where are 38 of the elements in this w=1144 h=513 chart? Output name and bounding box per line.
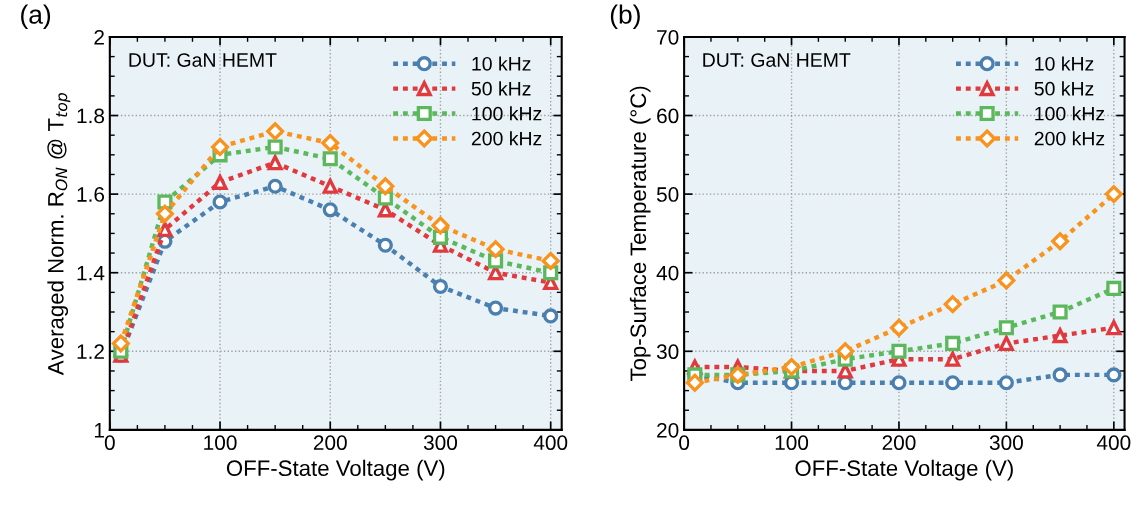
x-axis-title: OFF-State Voltage (V) xyxy=(226,459,445,481)
y-tick-label: 60 xyxy=(657,108,679,124)
x-tick-label: 400 xyxy=(1096,435,1131,451)
y-tick-label: 1.6 xyxy=(77,187,105,202)
legend-label: 50 kHz xyxy=(1034,81,1094,96)
x-tick-label: 300 xyxy=(989,435,1023,451)
x-tick-label: 400 xyxy=(533,435,568,451)
x-tick-label: 100 xyxy=(204,435,237,451)
legend-label: 50 kHz xyxy=(471,81,531,96)
legend-label: 200 kHz xyxy=(471,131,542,146)
y-tick-label: 50 xyxy=(656,187,679,202)
x-tick-label: 0 xyxy=(104,435,115,451)
chart-title: (a) xyxy=(21,4,51,30)
y-tick-label: 1.2 xyxy=(77,344,104,359)
x-tick-label: 200 xyxy=(882,435,916,451)
legend-label: 100 kHz xyxy=(472,106,542,121)
legend-label: 100 kHz xyxy=(1035,106,1105,121)
annotation: DUT: GaN HEMT xyxy=(129,53,277,67)
y-tick-label: 1 xyxy=(94,423,104,438)
annotation: DUT: GaN HEMT xyxy=(703,53,851,67)
x-tick-label: 200 xyxy=(313,435,347,451)
y-tick-label: 70 xyxy=(657,29,679,45)
legend-label: 10 kHz xyxy=(1035,56,1094,71)
y-axis-title: Top-Surface Temperature (°C) xyxy=(629,86,651,382)
y-tick-label: 20 xyxy=(657,422,679,438)
x-axis-title: OFF-State Voltage (V) xyxy=(795,459,1013,481)
x-tick-label: 100 xyxy=(775,435,809,451)
y-tick-label: 30 xyxy=(656,344,679,360)
legend-label: 200 kHz xyxy=(1034,131,1105,146)
y-tick-label: 40 xyxy=(656,265,679,281)
chart-title: (b) xyxy=(610,4,640,30)
x-tick-label: 0 xyxy=(679,435,690,451)
y-axis-title: Averaged Norm. R$_{ON}$ @ T$_{top}$ xyxy=(47,93,71,376)
x-tick-label: 300 xyxy=(423,435,458,451)
y-tick-label: 1.4 xyxy=(77,265,105,281)
y-tick-label: 2 xyxy=(94,29,104,45)
legend-label: 10 kHz xyxy=(472,56,531,71)
y-tick-label: 1.8 xyxy=(77,108,105,124)
